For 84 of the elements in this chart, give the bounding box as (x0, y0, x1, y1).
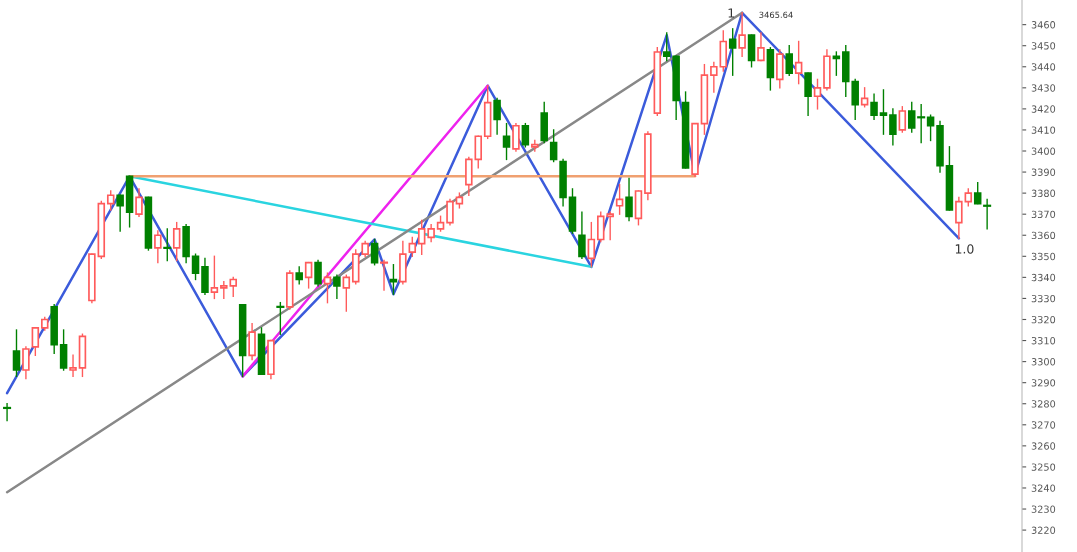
candlestick (832, 51, 841, 76)
candlestick (502, 122, 511, 161)
candlestick (493, 97, 501, 135)
candlestick (304, 261, 313, 289)
y-tick-label: 3450 (1031, 42, 1056, 50)
candlestick (417, 219, 426, 255)
y-tick-label: 3250 (1031, 463, 1056, 471)
candlestick (625, 177, 633, 222)
y-tick-label: 3420 (1031, 105, 1056, 113)
candlestick (135, 188, 143, 217)
candlestick (69, 354, 77, 378)
candlestick (276, 301, 285, 335)
candlestick (898, 106, 907, 133)
candlestick (615, 184, 624, 215)
candlestick (342, 274, 351, 312)
candlestick (870, 93, 878, 121)
y-tick-label: 3260 (1031, 442, 1056, 450)
candlestick (757, 32, 765, 62)
candlestick (116, 194, 124, 232)
annotation: 1 (728, 8, 735, 18)
y-tick-label: 3330 (1031, 294, 1056, 303)
candlestick (889, 108, 897, 146)
y-tick-label: 3340 (1031, 273, 1056, 282)
candlestick (12, 329, 21, 378)
candlestick (446, 198, 454, 226)
candlestick (907, 101, 916, 133)
y-tick-label: 3400 (1031, 147, 1056, 155)
candlestick (728, 28, 737, 76)
y-tick-label: 3220 (1031, 526, 1056, 534)
y-tick-label: 3390 (1031, 168, 1056, 176)
candlestick (955, 196, 963, 240)
candlestick (370, 238, 379, 266)
candlestick (3, 403, 12, 422)
candlestick (314, 259, 322, 287)
candlestick (879, 89, 888, 135)
y-tick-label: 3290 (1031, 379, 1056, 387)
candlestick (59, 329, 68, 371)
candlestick (31, 327, 40, 356)
candlestick (172, 221, 181, 262)
y-tick-label: 3300 (1031, 358, 1056, 366)
candlestick (973, 181, 982, 205)
candlestick (22, 346, 30, 380)
y-tick-label: 3320 (1031, 315, 1056, 324)
candlestick (154, 230, 162, 264)
annotation: 3465.64 (759, 11, 793, 18)
candlestick (587, 221, 596, 268)
y-tick-label: 3270 (1031, 421, 1056, 429)
candlestick (926, 114, 935, 142)
candlestick (512, 122, 520, 152)
candlestick (662, 32, 671, 62)
candlestick (710, 61, 718, 93)
y-tick-label: 3240 (1031, 484, 1056, 492)
y-tick-label: 3350 (1031, 252, 1056, 261)
candlestick (521, 122, 530, 148)
candlestick (210, 255, 219, 300)
candlestick (738, 12, 746, 57)
y-tick-label: 3360 (1031, 231, 1056, 240)
candlestick (408, 236, 417, 258)
y-tick-label: 3280 (1031, 400, 1056, 408)
candlestick (106, 190, 115, 211)
candlestick (163, 228, 172, 262)
candlestick (860, 87, 869, 108)
candlestick (248, 323, 256, 361)
y-tick-label: 3440 (1031, 63, 1056, 71)
candlestick (323, 272, 332, 304)
annotation: 1.0 (955, 244, 974, 254)
candlestick (785, 45, 793, 76)
candlestick (549, 129, 558, 163)
y-tick-label: 3430 (1031, 84, 1056, 92)
candlestick (804, 72, 812, 116)
candlestick (333, 274, 341, 300)
y-tick-label: 3370 (1031, 210, 1056, 219)
y-tick-label: 3460 (1031, 21, 1056, 29)
y-tick-label: 3380 (1031, 189, 1056, 197)
candlestick (578, 211, 586, 260)
candlestick (813, 78, 822, 110)
y-tick-label: 3230 (1031, 505, 1056, 513)
y-tick-label: 3410 (1031, 126, 1056, 134)
y-tick-label: 3310 (1031, 337, 1056, 345)
candlestick (379, 259, 389, 291)
candlestick (191, 253, 200, 281)
candlestick (983, 198, 992, 230)
candlestick (917, 103, 926, 144)
candlestick (794, 40, 803, 85)
